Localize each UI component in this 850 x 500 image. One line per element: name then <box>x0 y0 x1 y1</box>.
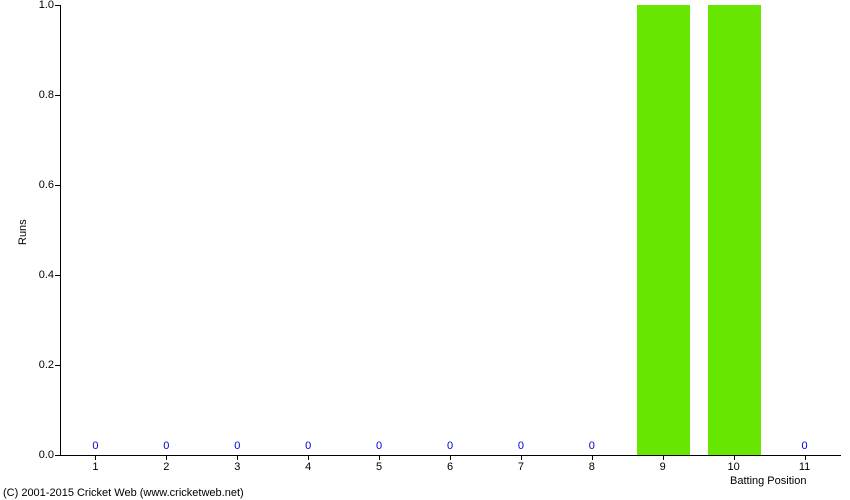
x-tick-label: 1 <box>92 461 98 473</box>
x-tick-label: 4 <box>305 461 311 473</box>
bar-value-label: 0 <box>305 440 311 452</box>
x-tick-mark <box>237 455 238 460</box>
x-tick-mark <box>592 455 593 460</box>
bar-value-label: 0 <box>589 440 595 452</box>
x-tick-label: 2 <box>163 461 169 473</box>
x-tick-label: 7 <box>518 461 524 473</box>
bar-value-label: 0 <box>801 440 807 452</box>
bar-value-label: 0 <box>92 440 98 452</box>
y-axis-label: Runs <box>17 219 29 245</box>
x-tick-label: 5 <box>376 461 382 473</box>
x-tick-label: 3 <box>234 461 240 473</box>
bar-value-label: 0 <box>447 440 453 452</box>
bar-value-label: 1 <box>731 0 737 2</box>
x-axis-label: Batting Position <box>730 475 806 487</box>
bar <box>708 5 761 455</box>
x-tick-mark <box>663 455 664 460</box>
y-tick-label: 0.0 <box>32 449 54 461</box>
y-tick-label: 1.0 <box>32 0 54 11</box>
y-tick-label: 0.2 <box>32 359 54 371</box>
x-tick-label: 11 <box>799 461 810 473</box>
y-tick-label: 0.6 <box>32 179 54 191</box>
x-tick-mark <box>734 455 735 460</box>
x-tick-label: 8 <box>589 461 595 473</box>
y-tick-mark <box>55 455 60 456</box>
x-tick-mark <box>166 455 167 460</box>
copyright-text: (C) 2001-2015 Cricket Web (www.cricketwe… <box>3 487 244 499</box>
y-tick-mark <box>55 365 60 366</box>
bar-value-label: 0 <box>376 440 382 452</box>
y-tick-mark <box>55 5 60 6</box>
plot-area <box>60 5 841 456</box>
bar <box>637 5 690 455</box>
x-tick-label: 10 <box>728 461 740 473</box>
y-tick-mark <box>55 185 60 186</box>
y-tick-mark <box>55 275 60 276</box>
bar-value-label: 1 <box>660 0 666 2</box>
x-tick-mark <box>521 455 522 460</box>
y-tick-mark <box>55 95 60 96</box>
chart-container: Runs Batting Position (C) 2001-2015 Cric… <box>0 0 850 500</box>
x-tick-mark <box>450 455 451 460</box>
x-tick-mark <box>308 455 309 460</box>
x-tick-mark <box>95 455 96 460</box>
x-tick-label: 9 <box>660 461 666 473</box>
x-tick-label: 6 <box>447 461 453 473</box>
y-tick-label: 0.4 <box>32 269 54 281</box>
bar-value-label: 0 <box>234 440 240 452</box>
x-tick-mark <box>379 455 380 460</box>
y-tick-label: 0.8 <box>32 89 54 101</box>
x-tick-mark <box>805 455 806 460</box>
bar-value-label: 0 <box>163 440 169 452</box>
bar-value-label: 0 <box>518 440 524 452</box>
